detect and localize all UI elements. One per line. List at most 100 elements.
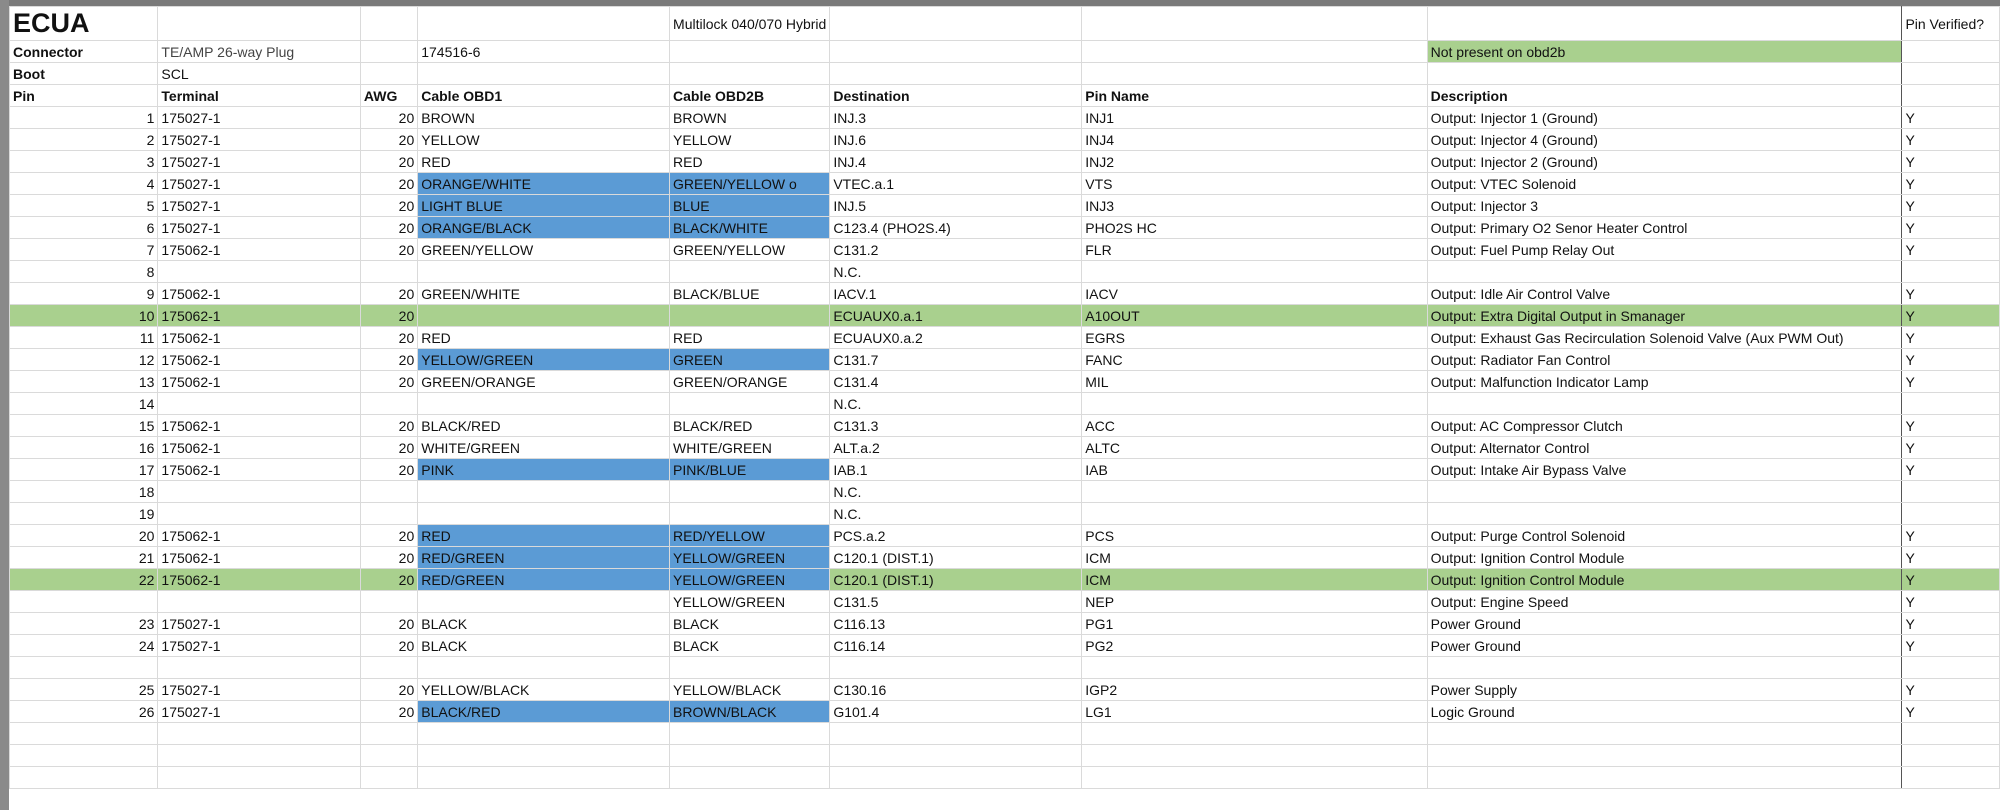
cell[interactable]: GREEN/YELLOW <box>417 238 671 261</box>
cell[interactable]: IAB <box>1081 458 1428 481</box>
cell[interactable]: 175062-1 <box>157 370 361 393</box>
cell[interactable]: YELLOW/GREEN <box>669 590 831 613</box>
cell[interactable]: BLACK <box>669 612 831 635</box>
cell[interactable] <box>359 6 419 41</box>
cell[interactable] <box>157 260 361 283</box>
cell[interactable]: VTS <box>1081 172 1428 195</box>
cell[interactable]: Y <box>1901 216 2000 239</box>
cell[interactable] <box>417 62 671 85</box>
cell[interactable]: 20 <box>359 700 419 723</box>
cell[interactable] <box>1081 260 1428 283</box>
cell[interactable] <box>417 304 671 327</box>
cell[interactable]: C131.5 <box>829 590 1083 613</box>
cell[interactable]: RED <box>669 150 831 173</box>
cell[interactable]: Description <box>1426 84 1903 107</box>
cell[interactable]: Y <box>1901 194 2000 217</box>
cell[interactable]: BLACK <box>669 634 831 657</box>
cell[interactable]: BLACK/RED <box>417 414 671 437</box>
cell[interactable] <box>669 766 831 789</box>
cell[interactable]: RED/GREEN <box>417 568 671 591</box>
cell[interactable] <box>1081 392 1428 415</box>
cell[interactable]: FLR <box>1081 238 1428 261</box>
cell[interactable]: 20 <box>359 370 419 393</box>
cell[interactable]: Y <box>1901 524 2000 547</box>
cell[interactable] <box>1901 744 2000 767</box>
cell[interactable]: Not present on obd2b <box>1426 40 1903 63</box>
cell[interactable]: 18 <box>8 480 159 503</box>
cell[interactable]: RED/GREEN <box>417 546 671 569</box>
cell[interactable] <box>1426 656 1903 679</box>
cell[interactable]: Output: Ignition Control Module <box>1426 568 1903 591</box>
cell[interactable]: 20 <box>359 326 419 349</box>
cell[interactable]: EGRS <box>1081 326 1428 349</box>
cell[interactable] <box>1081 480 1428 503</box>
cell[interactable]: 20 <box>359 282 419 305</box>
cell[interactable] <box>829 744 1083 767</box>
cell[interactable]: VTEC.a.1 <box>829 172 1083 195</box>
cell[interactable] <box>359 392 419 415</box>
cell[interactable]: 175062-1 <box>157 546 361 569</box>
cell[interactable]: Cable OBD1 <box>417 84 671 107</box>
cell[interactable]: GREEN <box>669 348 831 371</box>
cell[interactable]: 21 <box>8 546 159 569</box>
cell[interactable]: 175027-1 <box>157 678 361 701</box>
cell[interactable]: Pin <box>8 84 159 107</box>
cell[interactable]: 23 <box>8 612 159 635</box>
cell[interactable]: C120.1 (DIST.1) <box>829 546 1083 569</box>
cell[interactable] <box>417 480 671 503</box>
cell[interactable]: 175027-1 <box>157 128 361 151</box>
cell[interactable]: TE/AMP 26-way Plug <box>157 40 361 63</box>
cell[interactable]: Y <box>1901 282 2000 305</box>
cell[interactable]: 20 <box>359 150 419 173</box>
cell[interactable] <box>359 260 419 283</box>
cell[interactable]: Y <box>1901 546 2000 569</box>
cell[interactable] <box>359 40 419 63</box>
cell[interactable] <box>1901 392 2000 415</box>
cell[interactable]: IAB.1 <box>829 458 1083 481</box>
cell[interactable] <box>669 260 831 283</box>
cell[interactable]: 6 <box>8 216 159 239</box>
cell[interactable]: 20 <box>359 436 419 459</box>
cell[interactable] <box>1901 502 2000 525</box>
cell[interactable]: Destination <box>829 84 1083 107</box>
cell[interactable] <box>1901 62 2000 85</box>
cell[interactable]: 20 <box>359 634 419 657</box>
cell[interactable]: 26 <box>8 700 159 723</box>
cell[interactable]: Y <box>1901 590 2000 613</box>
cell[interactable] <box>1426 766 1903 789</box>
cell[interactable]: LG1 <box>1081 700 1428 723</box>
cell[interactable]: Y <box>1901 238 2000 261</box>
cell[interactable]: 20 <box>359 128 419 151</box>
cell[interactable]: Y <box>1901 678 2000 701</box>
cell[interactable]: 175027-1 <box>157 194 361 217</box>
cell[interactable]: Output: Primary O2 Senor Heater Control <box>1426 216 1903 239</box>
cell[interactable]: IACV <box>1081 282 1428 305</box>
cell[interactable]: YELLOW/GREEN <box>417 348 671 371</box>
cell[interactable] <box>417 590 671 613</box>
cell[interactable]: 20 <box>8 524 159 547</box>
cell[interactable]: 5 <box>8 194 159 217</box>
cell[interactable]: GREEN/ORANGE <box>417 370 671 393</box>
cell[interactable] <box>669 656 831 679</box>
cell[interactable]: 175027-1 <box>157 216 361 239</box>
cell[interactable] <box>1901 260 2000 283</box>
cell[interactable]: BROWN <box>417 106 671 129</box>
cell[interactable]: ICM <box>1081 546 1428 569</box>
cell[interactable] <box>8 766 159 789</box>
cell[interactable]: ECUAUX0.a.1 <box>829 304 1083 327</box>
cell[interactable]: 25 <box>8 678 159 701</box>
cell[interactable]: 20 <box>359 172 419 195</box>
cell[interactable] <box>417 260 671 283</box>
cell[interactable]: GREEN/YELLOW <box>669 238 831 261</box>
cell[interactable]: RED/YELLOW <box>669 524 831 547</box>
cell[interactable]: 175062-1 <box>157 568 361 591</box>
cell[interactable]: BLACK <box>417 634 671 657</box>
cell[interactable] <box>829 766 1083 789</box>
cell[interactable]: Y <box>1901 414 2000 437</box>
cell[interactable]: WHITE/GREEN <box>417 436 671 459</box>
cell[interactable]: 174516-6 <box>417 40 671 63</box>
cell[interactable]: N.C. <box>829 502 1083 525</box>
cell[interactable]: Terminal <box>157 84 361 107</box>
cell[interactable]: Y <box>1901 128 2000 151</box>
cell[interactable]: C130.16 <box>829 678 1083 701</box>
